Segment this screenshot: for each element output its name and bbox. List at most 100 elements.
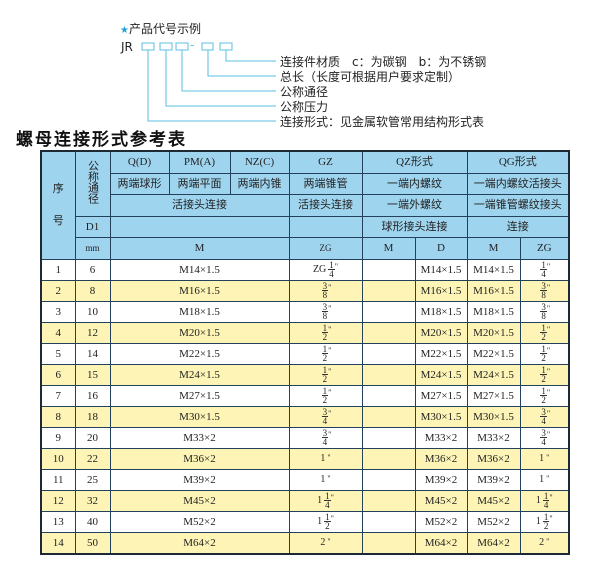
cell-qz-d: M16×1.5 bbox=[414, 279, 468, 302]
zg-whole: 1 bbox=[539, 453, 545, 464]
header-cell: ZG bbox=[288, 237, 363, 260]
cell-m: M24×1.5 bbox=[109, 363, 290, 386]
zg-whole: 1 bbox=[320, 474, 326, 485]
cell-no: 13 bbox=[40, 510, 76, 533]
zg-whole: 1 bbox=[535, 495, 541, 507]
cell-qz-m bbox=[361, 321, 416, 344]
header-cell: PM(A) bbox=[168, 150, 231, 174]
cell-zg: 1 " bbox=[288, 468, 363, 491]
cell-qz-m bbox=[361, 405, 416, 428]
header-cell: QZ形式 bbox=[361, 150, 468, 174]
cell-d1: 22 bbox=[74, 447, 111, 470]
cell-m: M36×2 bbox=[109, 447, 290, 470]
table-row: 8 18 M30×1.5 3 4 " M30×1.5 M30×1.5 3 4 " bbox=[40, 405, 570, 428]
cell-d1: 32 bbox=[74, 489, 111, 512]
example-heading: ★产品代号示例 bbox=[120, 22, 201, 36]
cell-qz-d: M30×1.5 bbox=[414, 405, 468, 428]
table-row: 10 22 M36×2 1 " M36×2 M36×2 1 " bbox=[40, 447, 570, 470]
header-cell: mm bbox=[74, 237, 111, 260]
cell-d1: 16 bbox=[74, 384, 111, 407]
cell-qz-m bbox=[361, 342, 416, 365]
label-length: 总长（长度可根据用户要求定制） bbox=[280, 70, 461, 84]
table-row: 4 12 M20×1.5 1 2 " M20×1.5 M20×1.5 1 2 " bbox=[40, 321, 570, 344]
header-cell: 一端外螺纹 bbox=[361, 194, 468, 217]
cell-qg-m: M27×1.5 bbox=[466, 384, 521, 407]
table-row: 7 16 M27×1.5 1 2 " M27×1.5 M27×1.5 1 2 " bbox=[40, 384, 570, 407]
cell-qg-m: M52×2 bbox=[466, 510, 521, 533]
cell-no: 5 bbox=[40, 342, 76, 365]
header-row-4: D1 球形接头连接 连接 bbox=[41, 215, 570, 238]
cell-m: M30×1.5 bbox=[109, 405, 290, 428]
cell-zg: 1 " bbox=[288, 447, 363, 470]
header-cell: D bbox=[414, 237, 468, 260]
cell-qg-zg: 2 " bbox=[519, 531, 570, 554]
header-nominal-diameter: 公称通径 bbox=[74, 150, 111, 217]
cell-no: 6 bbox=[40, 363, 76, 386]
cell-m: M18×1.5 bbox=[109, 300, 290, 323]
cell-qg-m: M64×2 bbox=[466, 531, 521, 554]
cell-qz-m bbox=[361, 300, 416, 323]
cell-d1: 18 bbox=[74, 405, 111, 428]
leader-line-connection bbox=[147, 50, 276, 122]
cell-no: 9 bbox=[40, 426, 76, 449]
cell-zg: 1 2 " bbox=[288, 384, 363, 407]
cell-qz-d: M22×1.5 bbox=[414, 342, 468, 365]
table-row: 9 20 M33×2 3 4 " M33×2 M33×2 3 4 " bbox=[40, 426, 570, 449]
cell-m: M16×1.5 bbox=[109, 279, 290, 302]
cell-qg-zg: 1 " bbox=[519, 447, 570, 470]
cell-d1: 14 bbox=[74, 342, 111, 365]
cell-m: M22×1.5 bbox=[109, 342, 290, 365]
cell-d1: 10 bbox=[74, 300, 111, 323]
cell-qg-m: M14×1.5 bbox=[466, 258, 521, 281]
zg-whole: 1 bbox=[320, 453, 326, 464]
cell-no: 10 bbox=[40, 447, 76, 470]
cell-qz-m bbox=[361, 447, 416, 470]
cell-m: M52×2 bbox=[109, 510, 290, 533]
cell-d1: 40 bbox=[74, 510, 111, 533]
cell-zg: 2 " bbox=[288, 531, 363, 554]
leader-line-length bbox=[207, 50, 276, 77]
cell-qz-d: M33×2 bbox=[414, 426, 468, 449]
table-row: 5 14 M22×1.5 1 2 " M22×1.5 M22×1.5 1 2 " bbox=[40, 342, 570, 365]
cell-qg-zg: 1 1 4 " bbox=[519, 489, 570, 512]
cell-zg: 1 2 " bbox=[288, 342, 363, 365]
header-cell: ZG bbox=[519, 237, 570, 260]
cell-qg-m: M39×2 bbox=[466, 468, 521, 491]
cell-d1: 12 bbox=[74, 321, 111, 344]
cell-qg-zg: 3 4 " bbox=[519, 426, 570, 449]
cell-qz-m bbox=[361, 426, 416, 449]
cell-zg: 3 4 " bbox=[288, 426, 363, 449]
table-row: 11 25 M39×2 1 " M39×2 M39×2 1 " bbox=[40, 468, 570, 491]
header-row-3: 活接头连接 活接头连接 一端外螺纹 一端锥管螺纹接头 bbox=[41, 194, 570, 217]
cell-zg: 1 2 " bbox=[288, 321, 363, 344]
header-row-1: 序号 公称通径 Q(D) PM(A) NZ(C) GZ QZ形式 QG形式 bbox=[40, 150, 570, 260]
cell-qz-d: M39×2 bbox=[414, 468, 468, 491]
cell-qz-m bbox=[361, 363, 416, 386]
cell-qg-m: M30×1.5 bbox=[466, 405, 521, 428]
header-cell: 两端内锥 bbox=[229, 172, 290, 195]
header-cell: 球形接头连接 bbox=[361, 215, 468, 238]
header-cell: 两端球形 bbox=[109, 172, 170, 195]
code-box-3 bbox=[175, 42, 189, 51]
cell-qz-m bbox=[361, 489, 416, 512]
cell-qg-zg: 1 2 " bbox=[519, 363, 570, 386]
label-connection: 连接形式：见金属软管常用结构形式表 bbox=[280, 115, 485, 129]
cell-qz-m bbox=[361, 468, 416, 491]
cell-no: 11 bbox=[40, 468, 76, 491]
cell-qz-d: M20×1.5 bbox=[414, 321, 468, 344]
header-cell: 两端平面 bbox=[168, 172, 231, 195]
leader-line-diameter bbox=[181, 50, 276, 92]
header-cell: Q(D) bbox=[109, 150, 170, 174]
header-cell: 一端内螺纹 bbox=[361, 172, 468, 195]
cell-d1: 50 bbox=[74, 531, 111, 554]
cell-no: 8 bbox=[40, 405, 76, 428]
